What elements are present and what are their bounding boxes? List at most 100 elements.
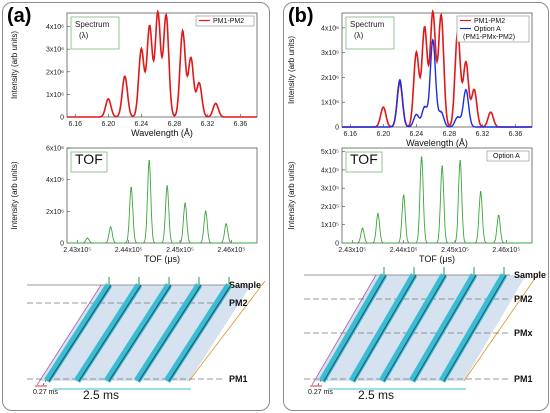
pulse-band xyxy=(134,283,202,383)
layer-label: Sample xyxy=(514,270,546,280)
data-point xyxy=(432,39,434,42)
pulse-band xyxy=(318,273,388,383)
pulse-band xyxy=(104,283,172,383)
x-tick-label: 6.36 xyxy=(234,121,248,128)
data-point xyxy=(497,214,500,217)
data-point xyxy=(465,89,467,91)
data-point xyxy=(440,111,442,113)
x-tick-label: 6.32 xyxy=(201,121,215,128)
data-point xyxy=(148,159,150,162)
x-tick-label: 6.20 xyxy=(101,121,115,128)
data-point xyxy=(415,51,418,54)
data-point xyxy=(166,185,168,187)
y-tick-label: 1x10⁵ xyxy=(321,222,339,229)
legend-box xyxy=(486,150,530,162)
y-tick-label: 1x10⁶ xyxy=(46,92,64,99)
panel-b: (b) 0 1x10⁶ 2x10⁶ 3x10⁶ 4x10⁶ 6.16 6.20 6.24 6.2… xyxy=(283,2,549,411)
y-tick-label: 4x10⁶ xyxy=(46,24,64,31)
chart-symbol: (λ) xyxy=(354,31,364,40)
data-point xyxy=(432,12,434,14)
envelope-line xyxy=(311,274,377,386)
title-box xyxy=(70,151,108,173)
x-tick-label: 2.43x10⁵ xyxy=(338,247,366,254)
y-tick-label: 3x10⁶ xyxy=(321,50,339,57)
panel-a: (a) 0 1x10⁶ 2x10⁶ 3x10⁶ 4x10⁶ 6.16 6.20 6.24 6.2… xyxy=(2,2,270,411)
y-tick-label: 4x10⁶ xyxy=(321,25,339,32)
x-axis-label: TOF (μs) xyxy=(419,254,455,264)
data-point xyxy=(140,48,143,50)
data-point xyxy=(415,113,418,116)
pulse-line xyxy=(78,284,142,382)
pulse-line xyxy=(108,284,172,382)
y-tick-label: 0 xyxy=(335,241,339,248)
y-axis-label: Intensity (arb units) xyxy=(10,161,19,229)
data-point xyxy=(214,102,217,105)
layer-label: PM1 xyxy=(229,374,248,384)
y-tick-label: 3x10⁶ xyxy=(46,47,64,54)
data-point xyxy=(441,165,443,168)
data-point xyxy=(399,79,401,81)
series-line xyxy=(67,160,257,244)
y-tick-label: 4x10⁵ xyxy=(321,167,339,174)
data-point xyxy=(456,116,459,118)
x-tick-label: 2.46x10⁵ xyxy=(217,247,245,254)
x-tick-label: 6.16 xyxy=(68,121,82,128)
series-line xyxy=(67,9,257,118)
big-scale-label: 2.5 ms xyxy=(83,388,119,402)
x-tick-label: 2.45x10⁵ xyxy=(441,247,469,254)
layer-label: PM2 xyxy=(229,298,248,308)
pulse-line xyxy=(353,274,417,382)
series-line xyxy=(342,38,532,128)
legend-label: Option A xyxy=(474,26,501,33)
panel-b-figure: 0 1x10⁶ 2x10⁶ 3x10⁶ 4x10⁶ 6.16 6.20 6.24 6.28 6.3… xyxy=(287,8,546,402)
legend-label: PM1-PM2 xyxy=(474,18,505,25)
data-point xyxy=(148,25,151,28)
x-tick-label: 2.45x10⁵ xyxy=(166,247,194,254)
plot-frame xyxy=(341,12,533,128)
x-tick-label: 6.28 xyxy=(443,131,457,138)
x-tick-label: 2.43x10⁵ xyxy=(63,247,91,254)
pulse-band xyxy=(378,273,448,383)
data-point xyxy=(489,111,492,113)
layer-label: PM2 xyxy=(514,294,533,304)
data-point xyxy=(204,210,207,213)
pulse-line xyxy=(48,284,112,382)
data-point xyxy=(402,194,405,197)
data-point xyxy=(440,14,442,17)
small-scale-label: 0.27 ms xyxy=(33,389,58,396)
y-tick-label: 4x10⁶ xyxy=(46,177,64,184)
y-axis-label: Intensity (arb units) xyxy=(287,36,296,104)
pulse-band xyxy=(408,273,478,383)
data-point xyxy=(124,75,126,78)
data-point xyxy=(382,106,385,108)
x-tick-label: 6.20 xyxy=(376,131,390,138)
legend-box xyxy=(195,15,255,27)
pulse-line xyxy=(323,274,387,382)
x-tick-label: 2.44x10⁵ xyxy=(115,247,143,254)
data-point xyxy=(361,227,364,230)
chart-title: TOF xyxy=(75,151,103,167)
data-point xyxy=(184,202,186,205)
panel-label: (b) xyxy=(288,5,314,27)
y-tick-label: 3x10⁵ xyxy=(321,186,339,193)
title-box xyxy=(345,16,395,50)
data-point xyxy=(423,106,426,108)
data-point xyxy=(473,89,475,91)
y-axis-label: Intensity (arb units) xyxy=(10,31,19,99)
y-tick-label: 0 xyxy=(60,241,64,248)
panel-label: (a) xyxy=(7,5,32,27)
pulse-band xyxy=(74,283,142,383)
data-point xyxy=(420,156,423,158)
data-point xyxy=(225,223,227,225)
chart-title: TOF xyxy=(350,151,378,167)
y-tick-label: 2x10⁶ xyxy=(46,209,64,216)
pulse-band xyxy=(164,283,232,383)
x-tick-label: 6.16 xyxy=(343,131,357,138)
small-scale-label: 0.27 ms xyxy=(308,389,333,396)
y-axis-label: Intensity (arb units) xyxy=(287,161,296,229)
pulse-line xyxy=(168,284,232,382)
data-point xyxy=(198,82,200,84)
chart-title: Spectrum xyxy=(350,20,385,29)
pulse-band xyxy=(438,273,508,383)
data-point xyxy=(190,57,192,60)
